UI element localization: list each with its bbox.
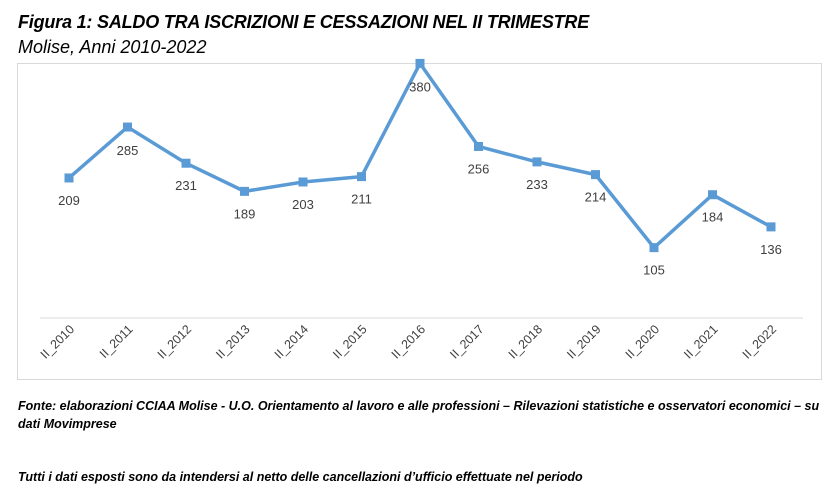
data-point [123,122,132,132]
data-label: 233 [526,177,548,192]
x-tick-label: II_2012 [155,322,194,361]
data-label: 231 [175,178,197,193]
data-label: 203 [292,197,314,212]
chart-subtitle: Molise, Anni 2010-2022 [18,37,207,57]
x-tick-label: II_2010 [38,322,77,361]
data-label: 184 [702,210,724,225]
data-label: 256 [468,161,490,176]
x-tick-label: II_2018 [506,322,545,361]
data-label: 105 [643,263,665,278]
data-point [649,243,659,253]
x-tick-label: II_2017 [447,322,486,361]
data-point [298,177,308,187]
data-point [708,190,717,200]
x-tick-label: II_2020 [623,322,662,361]
data-label: 380 [409,79,431,94]
x-tick-label: II_2019 [564,322,603,361]
x-tick-label: II_2021 [681,322,720,361]
data-point [766,222,776,232]
data-label: 214 [585,190,607,205]
data-point [181,158,191,168]
footnote: Tutti i dati esposti sono da intendersi … [18,470,583,484]
data-point [64,173,74,183]
data-point [415,58,425,68]
data-point [474,141,483,151]
x-tick-label: II_2015 [330,322,369,361]
data-label: 136 [760,242,782,257]
x-tick-label: II_2013 [213,322,252,361]
data-label: 189 [234,206,256,221]
data-point [357,172,366,182]
x-tick-label: II_2022 [740,322,779,361]
data-point [591,170,600,180]
source-note: Fonte: elaborazioni CCIAA Molise - U.O. … [18,399,820,431]
x-tick-label: II_2016 [389,322,428,361]
data-label: 209 [58,193,80,208]
data-label: 285 [117,143,139,158]
chart-title: Figura 1: SALDO TRA ISCRIZIONI E CESSAZI… [18,12,590,32]
x-tick-label: II_2011 [97,322,136,361]
x-tick-label: II_2014 [272,322,311,361]
data-point [532,157,542,167]
data-point [240,186,249,196]
data-label: 211 [351,192,372,207]
